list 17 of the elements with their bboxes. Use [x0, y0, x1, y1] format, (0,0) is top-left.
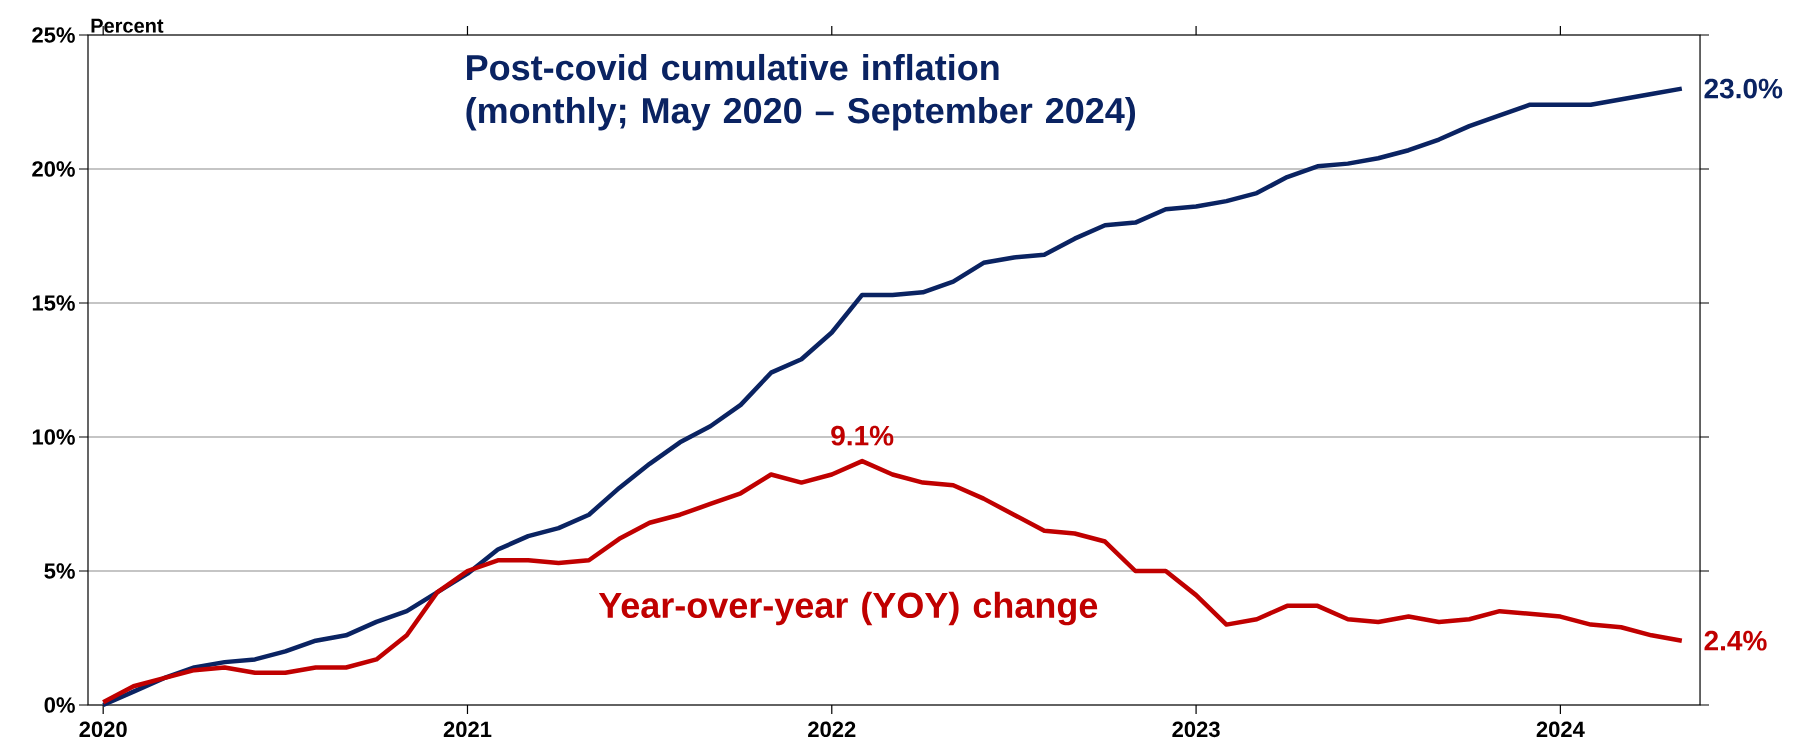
series-label: Year-over-year (YOY) change: [598, 591, 1098, 626]
text: 2.4%: [1704, 630, 1767, 651]
x-tick-label: 2020: [79, 721, 127, 738]
y-axis-title: Percent: [91, 18, 164, 33]
text: 23.0%: [1704, 78, 1783, 99]
y-tick-label: 5%: [44, 563, 75, 579]
y-tick-label: 25%: [32, 27, 75, 43]
y-tick-label: 10%: [32, 429, 75, 445]
y-tick-label: 0%: [44, 697, 75, 713]
annotation: 9.1%: [831, 425, 894, 446]
x-tick-label: 2023: [1172, 721, 1220, 738]
x-tick-label: 2021: [443, 721, 492, 738]
text: Post-covid cumulative inflation (monthly; May 2020 – September 2024): [466, 53, 1136, 131]
y-tick-label: 20%: [32, 161, 75, 177]
x-tick-label: 2024: [1536, 721, 1585, 738]
y-tick-label: 15%: [32, 295, 75, 311]
x-tick-label: 2022: [808, 721, 856, 738]
